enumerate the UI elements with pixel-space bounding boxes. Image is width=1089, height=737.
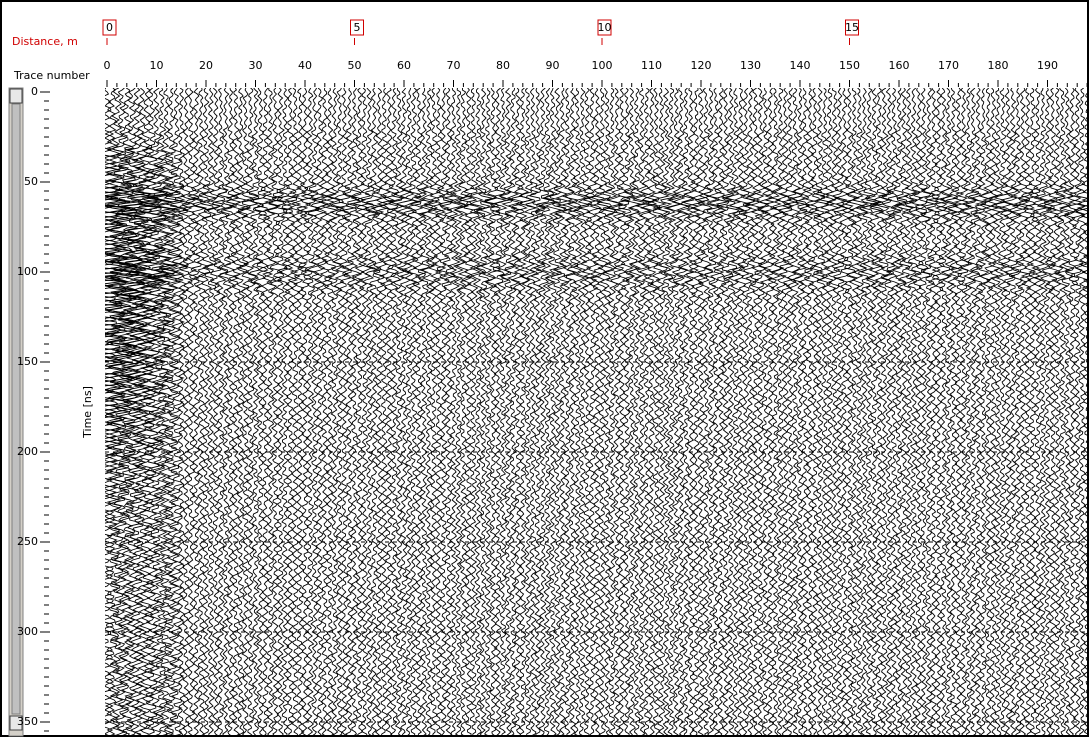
trace-tick-label: 180 (988, 59, 1009, 72)
trace-label: Trace number (13, 69, 90, 82)
trace-tick-label: 190 (1037, 59, 1058, 72)
time-tick-label: 100 (17, 265, 38, 278)
trace-tick-label: 160 (889, 59, 910, 72)
distance-label: Distance, m (12, 35, 78, 48)
distance-tick-label: 15 (845, 21, 859, 34)
time-tick-label: 200 (17, 445, 38, 458)
trace-tick-label: 30 (249, 59, 263, 72)
trace-tick-label: 60 (397, 59, 411, 72)
trace-tick-label: 120 (691, 59, 712, 72)
time-tick-label: 0 (31, 85, 38, 98)
radargram-window: Distance, m Trace number Time [ns] 0 5 10 1… (0, 0, 1089, 737)
time-tick-label: 250 (17, 535, 38, 548)
trace-tick-label: 0 (104, 59, 111, 72)
scroll-up[interactable] (10, 89, 22, 103)
trace-tick-label: 100 (592, 59, 613, 72)
trace-tick-label: 170 (938, 59, 959, 72)
scroll-thumb[interactable] (12, 104, 20, 714)
trace-tick-label: 20 (199, 59, 213, 72)
scrollbar[interactable] (9, 88, 23, 736)
trace-tick-label: 10 (150, 59, 164, 72)
distance-tick-label: 5 (354, 21, 361, 34)
distance-tick-label: 0 (106, 21, 113, 34)
trace-tick-label: 90 (546, 59, 560, 72)
time-tick-label: 300 (17, 625, 38, 638)
trace-tick-label: 40 (298, 59, 312, 72)
trace-tick-label: 150 (839, 59, 860, 72)
page: Distance, m Trace number Time [ns] 0 5 10 1… (0, 0, 1089, 737)
time-tick-label: 50 (24, 175, 38, 188)
time-tick-label: 350 (17, 715, 38, 728)
trace-tick-label: 110 (641, 59, 662, 72)
trace-tick-label: 140 (790, 59, 811, 72)
distance-tick-label: 10 (598, 21, 612, 34)
trace-tick-label: 70 (447, 59, 461, 72)
time-label: Time [ns] (81, 386, 94, 439)
trace-tick-label: 50 (348, 59, 362, 72)
trace-tick-label: 80 (496, 59, 510, 72)
trace-tick-label: 130 (740, 59, 761, 72)
time-tick-label: 150 (17, 355, 38, 368)
